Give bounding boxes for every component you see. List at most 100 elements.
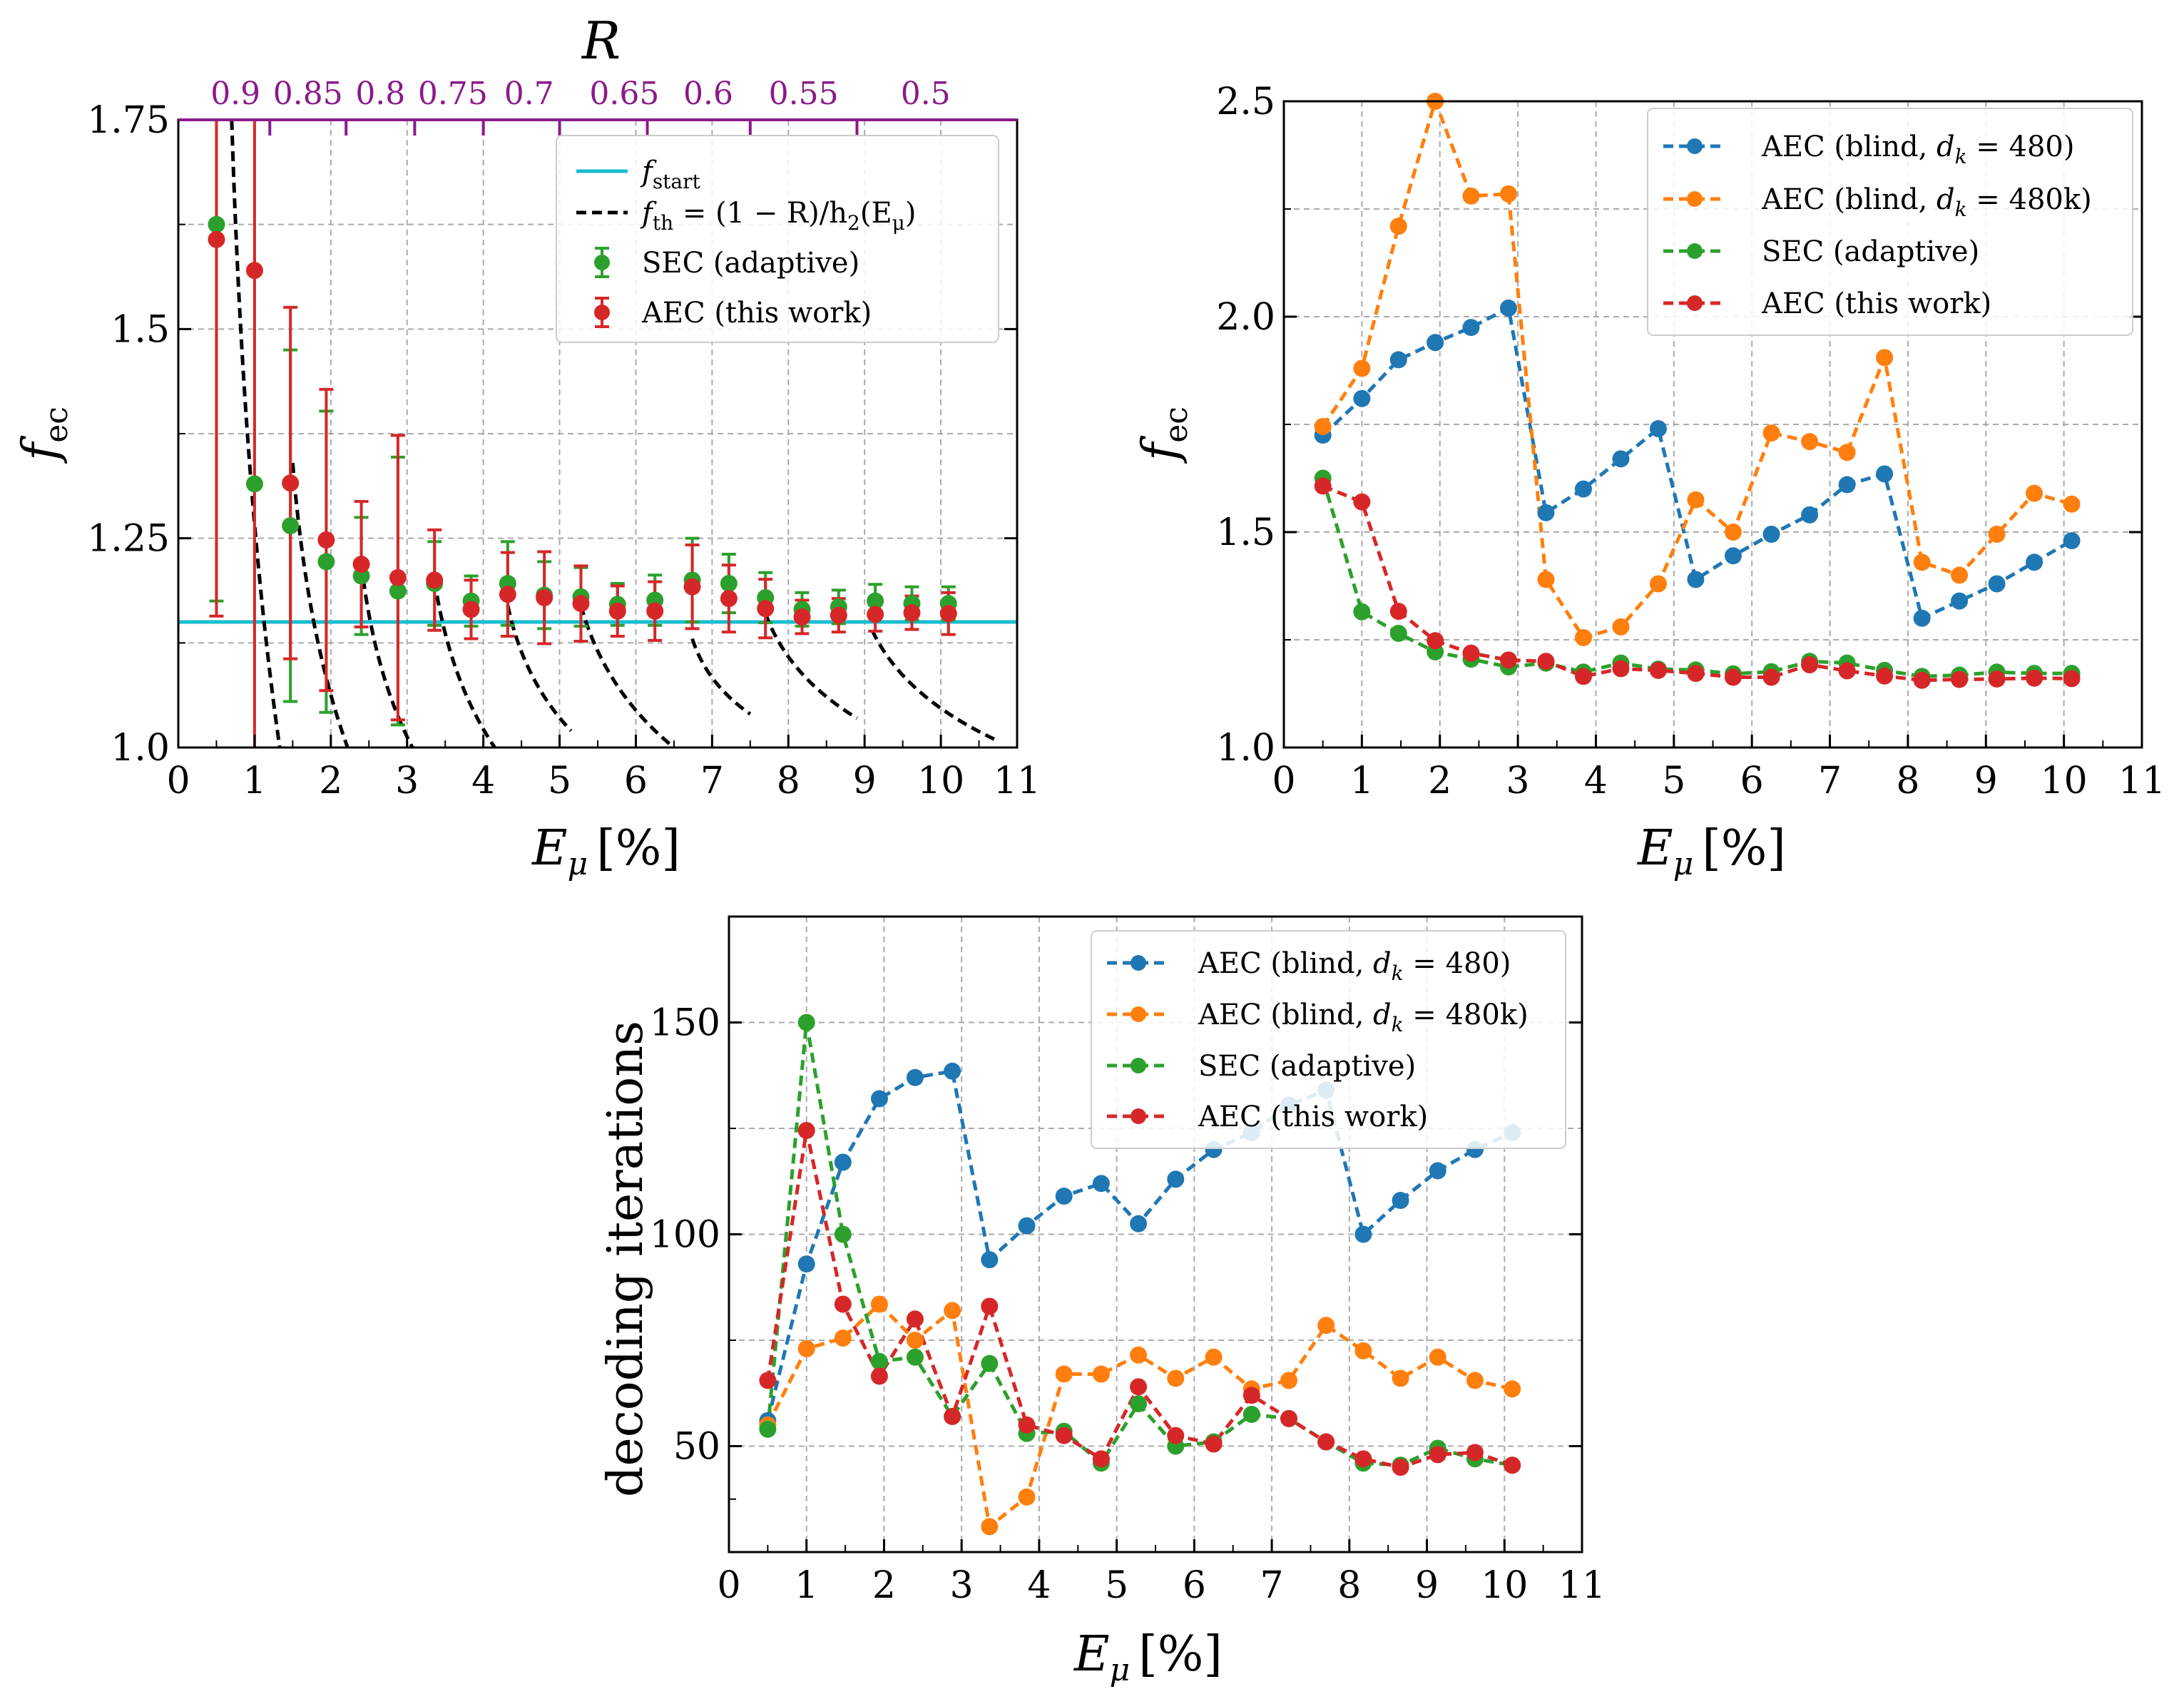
panel0-green-point-14 xyxy=(720,575,738,593)
panel2-blue-point-7 xyxy=(1018,1217,1036,1235)
panel1-orange-point-19 xyxy=(2026,484,2043,502)
panel0-xtick-label-6: 6 xyxy=(624,760,648,802)
panel0-r-tick-label-4: 0.7 xyxy=(504,76,554,112)
panel1-red-point-0 xyxy=(1314,477,1332,495)
panel2-legend-orange-a: AEC (blind, xyxy=(1198,999,1373,1031)
panel1-orange-point-13 xyxy=(1801,433,1819,451)
panel0-red-point-15 xyxy=(757,600,775,618)
panel0-green-point-3 xyxy=(317,553,335,571)
panel2-blue-point-9 xyxy=(1092,1175,1110,1193)
panel2-orange-point-3 xyxy=(870,1295,888,1313)
panel1-blue-point-3 xyxy=(1427,334,1444,352)
panel-iterations-bottom: 0 1 2 3 4 5 6 7 8 9 10 11 50 100 150 decoding iteratio… xyxy=(598,915,1606,1688)
panel1-xtick-label-11: 11 xyxy=(2118,760,2165,802)
panel0-ytick-label-1.75: 1.75 xyxy=(87,99,170,142)
panel1-legend-blue-b: = 480) xyxy=(1967,131,2075,163)
panel2-red-point-2 xyxy=(834,1295,852,1313)
panel0-threshold-curve-7 xyxy=(763,613,858,720)
panel2-orange-point-18 xyxy=(1429,1348,1446,1366)
panel0-red-point-9 xyxy=(536,588,553,606)
panel0-r-tick-label-2: 0.8 xyxy=(355,76,405,112)
panel0-legend: fstart fth = (1 − R)/h2(Eμ) SEC (adaptiv… xyxy=(556,135,999,343)
panel0-red-point-2 xyxy=(282,474,300,492)
panel0-legend-fstart: fstart xyxy=(640,155,701,193)
panel2-green-point-6 xyxy=(981,1354,999,1372)
panel1-blue-point-9 xyxy=(1649,420,1667,438)
panel0-xtick-label-5: 5 xyxy=(548,760,571,802)
panel0-xtick-label-11: 11 xyxy=(994,760,1041,802)
panel2-xtick-label-0: 0 xyxy=(717,1564,740,1607)
panel1-orange-point-5 xyxy=(1499,185,1517,203)
panel2-legend-green: SEC (adaptive) xyxy=(1198,1050,1416,1083)
panel1-blue-point-19 xyxy=(2026,553,2043,571)
panel0-xtick-label-10: 10 xyxy=(917,760,964,802)
panel1-xtick-label-5: 5 xyxy=(1662,760,1685,802)
panel0-ytick-label-1.25: 1.25 xyxy=(87,518,170,561)
panel0-green-point-2 xyxy=(282,517,300,535)
panel1-ytick-label-1.5: 1.5 xyxy=(1216,511,1275,554)
panel0-ytick-label-1.5: 1.5 xyxy=(111,308,170,351)
panel1-legend-orange-k: k xyxy=(1955,198,1967,221)
panel1-orange-point-15 xyxy=(1876,349,1894,367)
panel2-orange-point-19 xyxy=(1466,1372,1484,1389)
panel0-r-tick-label-8: 0.5 xyxy=(901,76,951,112)
panel2-blue-point-6 xyxy=(981,1251,999,1269)
panel0-xlabel: Eμ [%] xyxy=(531,820,680,882)
panel1-blue-point-10 xyxy=(1687,571,1705,588)
panel0-red-point-12 xyxy=(646,602,664,620)
panel1-xtick-label-3: 3 xyxy=(1506,760,1530,802)
panel1-red-point-17 xyxy=(1951,670,1969,688)
panel0-red-point-7 xyxy=(462,601,480,618)
panel1-orange-point-9 xyxy=(1649,575,1667,593)
panel2-legend-blue-k: k xyxy=(1392,961,1404,985)
panel1-xlabel-main: E xyxy=(1636,820,1673,877)
panel1-red-point-12 xyxy=(1762,668,1780,686)
panel0-red-point-4 xyxy=(352,556,370,573)
panel0-red-point-20 xyxy=(939,605,957,623)
panel1-blue-point-12 xyxy=(1762,526,1780,544)
panel1-blue-point-13 xyxy=(1801,506,1819,524)
panel1-orange-point-0 xyxy=(1314,418,1332,436)
panel0-green-point-4 xyxy=(352,567,370,585)
panel1-red-point-16 xyxy=(1913,671,1931,689)
panel1-xtick-label-7: 7 xyxy=(1818,760,1842,802)
panel2-ytick-label-150: 150 xyxy=(650,1002,720,1045)
panel2-series xyxy=(759,1014,1521,1536)
panel0-legend-swatch-sec xyxy=(594,247,610,278)
panel2-blue-point-1 xyxy=(797,1255,815,1273)
panel2-xtick-label-2: 2 xyxy=(872,1564,896,1607)
panel0-xtick-label-2: 2 xyxy=(319,760,342,802)
panel0-red-point-18 xyxy=(867,606,884,623)
panel2-red-point-4 xyxy=(906,1310,924,1328)
panel1-red-point-8 xyxy=(1612,660,1630,678)
panel2-xtick-label-1: 1 xyxy=(795,1564,818,1607)
panel0-red-point-8 xyxy=(499,586,516,603)
panel2-orange-point-11 xyxy=(1167,1369,1185,1387)
panel0-legend-sec: SEC (adaptive) xyxy=(642,247,859,280)
panel0-legend-fth-rest3: ) xyxy=(905,197,917,230)
panel2-ylabel: decoding iterations xyxy=(598,1021,654,1497)
panel1-orange-point-8 xyxy=(1612,618,1630,636)
panel0-legend-fth-sub3: μ xyxy=(892,211,905,235)
panel0-green-point-18 xyxy=(867,592,884,610)
panel0-ylabel-sub: ec xyxy=(39,407,75,443)
panel0-threshold-curve-8 xyxy=(870,629,996,741)
panel0-r-axis: 0.9 0.85 0.8 0.75 0.7 0.65 0.6 0.55 0.5 xyxy=(178,76,1017,136)
panel0-r-tick-label-7: 0.55 xyxy=(769,76,839,112)
panel2-blue-point-3 xyxy=(870,1090,888,1108)
panel0-red-point-16 xyxy=(793,608,811,626)
panel1-legend-blue-d: d xyxy=(1936,131,1955,163)
panel2-red-point-6 xyxy=(981,1297,999,1315)
panel2-xtick-label-4: 4 xyxy=(1027,1564,1051,1607)
panel0-xtick-label-4: 4 xyxy=(471,760,495,802)
panel2-legend-swatch-red xyxy=(1107,1108,1170,1124)
panel1-xtick-label-1: 1 xyxy=(1350,760,1374,802)
panel2-orange-point-9 xyxy=(1092,1365,1110,1383)
panel2-legend-swatch-blue xyxy=(1107,955,1170,971)
panel1-red-point-11 xyxy=(1724,668,1742,686)
panel1-red-point-10 xyxy=(1687,665,1705,683)
panel2-red-point-3 xyxy=(870,1367,888,1385)
panel2-legend-box xyxy=(1091,930,1566,1149)
panel1-xtick-label-8: 8 xyxy=(1896,760,1919,802)
